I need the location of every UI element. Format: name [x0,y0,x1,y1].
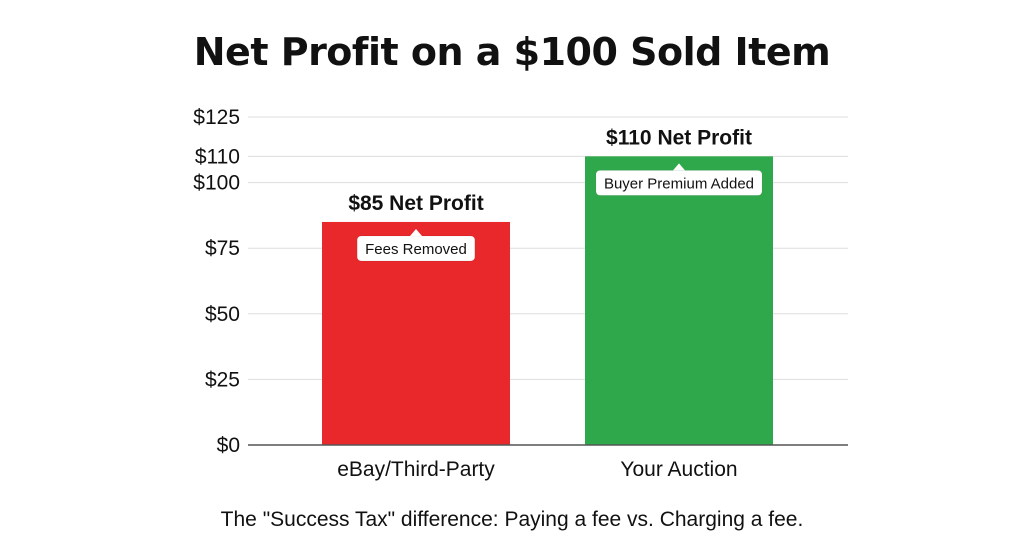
x-category-label: Your Auction [620,458,737,481]
y-axis-tick-labels: $0 $25 $50 $75 $100 $110 $125 [193,106,240,457]
annotation-pointer [673,163,685,171]
y-tick-label: $0 [217,434,240,457]
annotation-pointer [410,228,422,236]
x-axis-category-labels: eBay/Third-Party Your Auction [337,458,737,481]
x-category-label: eBay/Third-Party [337,458,495,481]
chart-title: Net Profit on a $100 Sold Item [193,30,831,74]
annotation-text: Buyer Premium Added [604,175,754,192]
y-tick-label: $125 [193,106,240,129]
annotation-text: Fees Removed [365,241,467,258]
y-tick-label: $110 [195,145,240,168]
y-tick-label: $75 [205,237,240,260]
y-tick-label: $100 [193,172,240,195]
chart-caption: The "Success Tax" difference: Paying a f… [220,508,804,531]
bar [585,156,773,446]
y-tick-label: $25 [205,368,240,391]
y-tick-label: $50 [205,303,240,326]
data-label: $85 Net Profit [348,192,483,215]
annotation-callout: Buyer Premium Added [595,163,763,196]
data-labels: $85 Net Profit $110 Net Profit [348,126,752,215]
bar-annotations: Fees Removed Buyer Premium Added [356,163,763,262]
data-label: $110 Net Profit [606,126,752,149]
annotation-callout: Fees Removed [356,228,476,262]
